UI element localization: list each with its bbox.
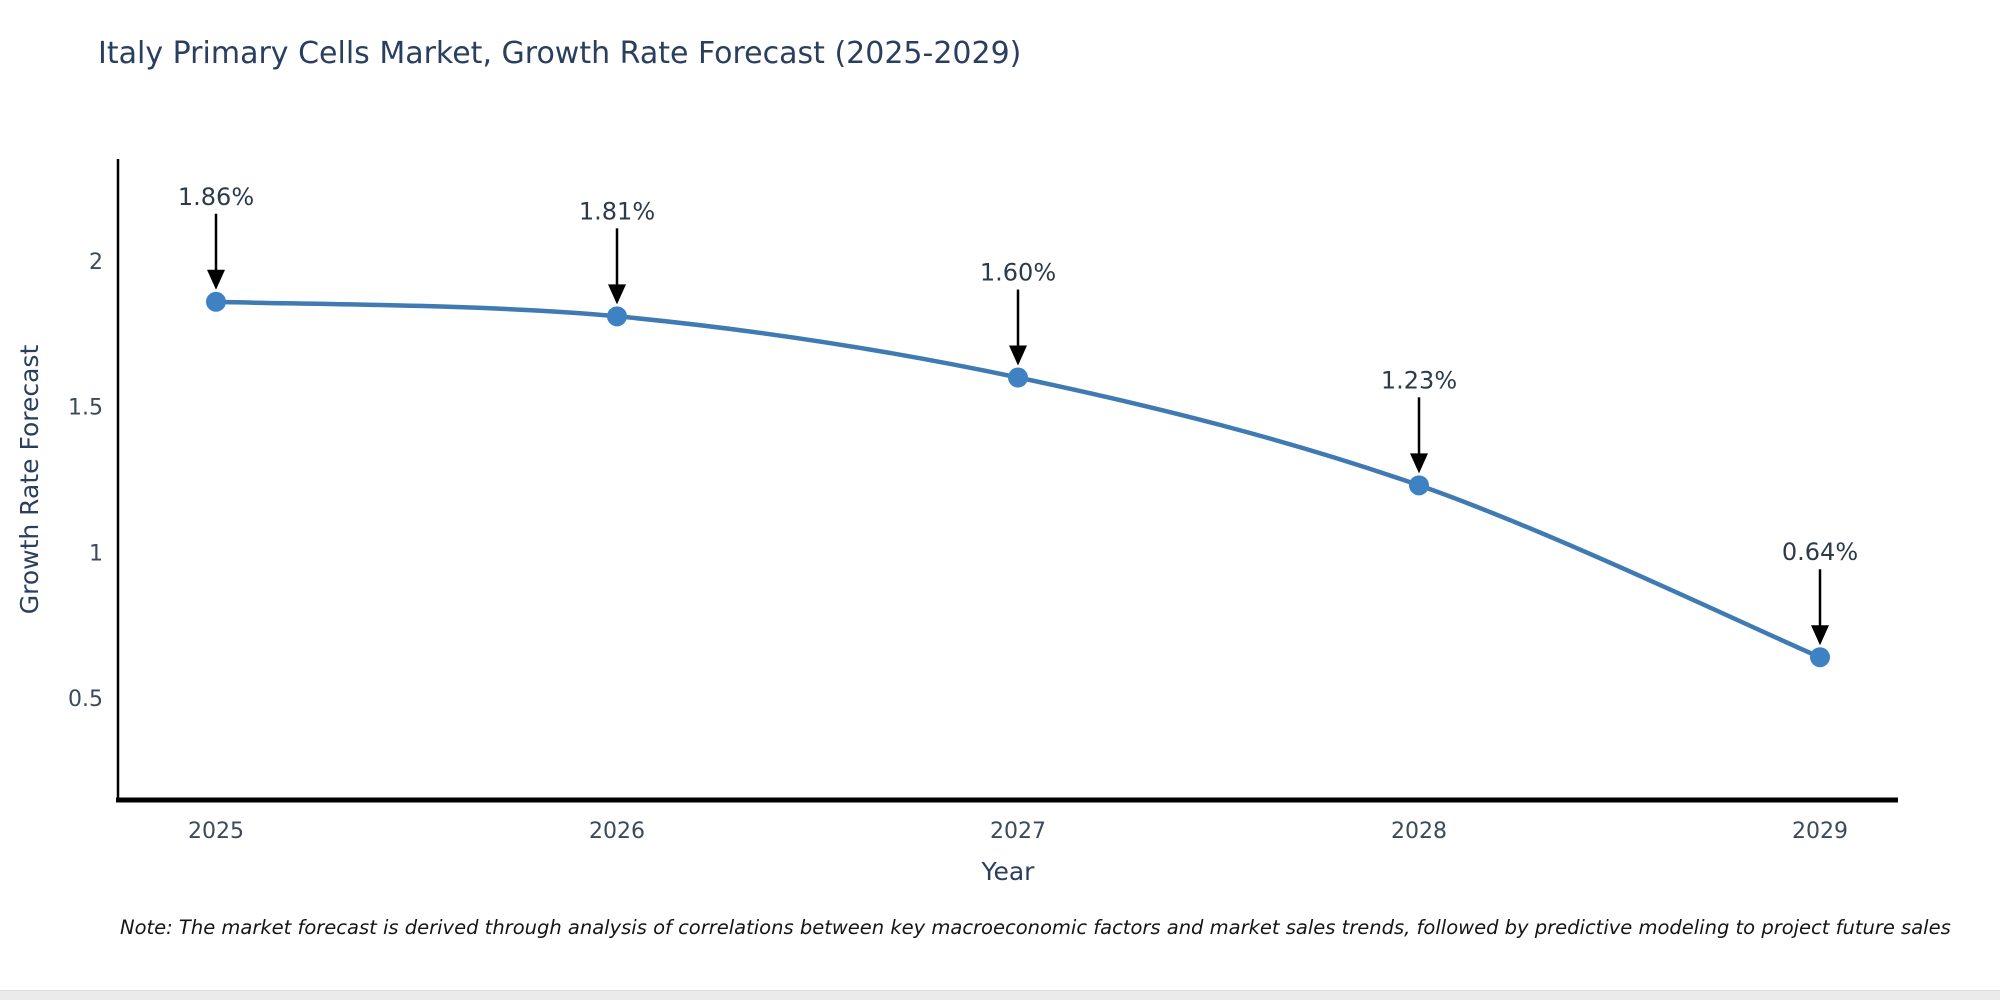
y-axis-title: Growth Rate Forecast (15, 345, 44, 615)
axes-group (116, 159, 1898, 803)
annotation-label: 0.64% (1782, 538, 1858, 566)
data-point-marker (1409, 475, 1429, 496)
series-group (206, 291, 1830, 668)
annotations-group: 1.86% 1.81% 1.60% 1.23% 0.64% (178, 183, 1858, 646)
annotation-arrowhead (207, 269, 225, 290)
y-tick-label: 1 (89, 541, 103, 566)
data-point-marker (206, 291, 226, 312)
annotation-label: 1.86% (178, 183, 254, 211)
annotation-label: 1.81% (579, 197, 655, 225)
x-tick-label: 2027 (990, 819, 1046, 844)
axis-titles-group: Year Growth Rate Forecast (15, 345, 1035, 886)
x-tick-label: 2026 (589, 819, 645, 844)
annotation-label: 1.60% (980, 259, 1056, 287)
data-point-marker (1810, 647, 1830, 668)
x-tick-label: 2028 (1391, 819, 1447, 844)
y-tick-label: 1.5 (68, 396, 103, 421)
annotation-label: 1.23% (1381, 366, 1457, 394)
annotation-arrowhead (1410, 453, 1428, 474)
annotation-arrowhead (1811, 625, 1829, 646)
annotation-arrowhead (1009, 345, 1027, 366)
chart-title: Italy Primary Cells Market, Growth Rate … (98, 36, 1022, 71)
data-point-marker (1008, 367, 1028, 388)
footnote: Note: The market forecast is derived thr… (120, 916, 1951, 939)
annotation-arrowhead (608, 284, 626, 305)
tick-labels-group: 0.5 1 1.5 2 2025 2026 2027 2028 2029 (68, 250, 1848, 844)
x-tick-label: 2025 (188, 819, 244, 844)
y-tick-label: 0.5 (68, 687, 103, 712)
data-point-marker (607, 306, 627, 327)
bottom-scroll-strip (0, 990, 2000, 1000)
x-tick-label: 2029 (1792, 819, 1848, 844)
x-axis-title: Year (981, 857, 1036, 886)
y-tick-label: 2 (89, 250, 103, 275)
